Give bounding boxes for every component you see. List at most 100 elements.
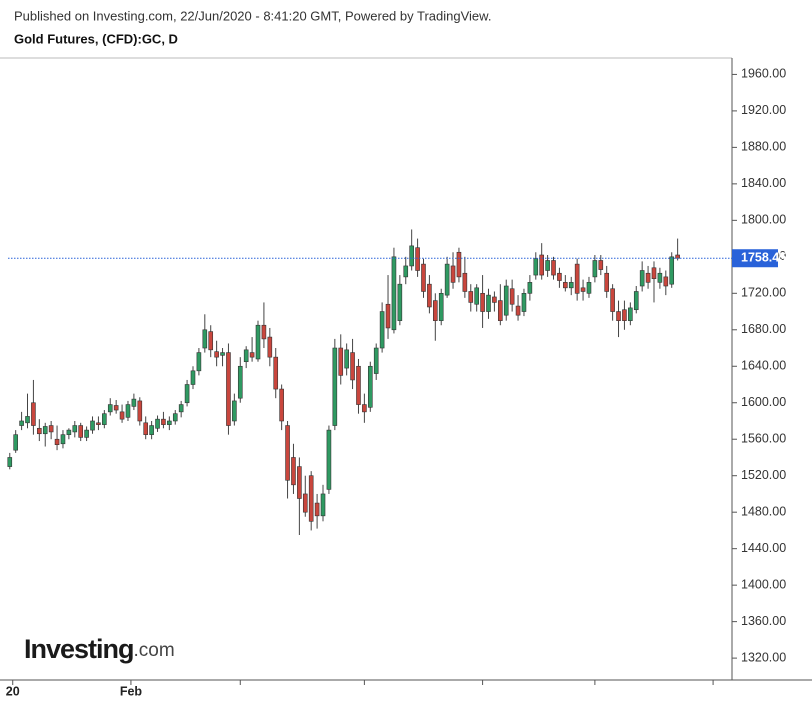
candle-body <box>568 282 574 289</box>
y-tick-label: 1880.00 <box>741 140 786 154</box>
published-note: Published on Investing.com, 22/Jun/2020 … <box>14 8 491 23</box>
candle-body <box>285 425 290 481</box>
candle-body <box>125 404 131 418</box>
candle-body <box>450 265 456 283</box>
candle-body <box>444 263 450 296</box>
y-tick-label: 1360.00 <box>741 614 786 628</box>
symbol-title: Gold Futures, (CFD):GC, D <box>14 31 178 46</box>
candle-body <box>379 311 385 349</box>
last-price-label: 1758.45 <box>741 251 786 265</box>
candle-body <box>143 422 149 435</box>
candle-body <box>515 305 521 316</box>
candle-body <box>521 293 527 312</box>
candle-body <box>155 418 160 429</box>
candle-body <box>261 324 267 340</box>
candle-body <box>580 287 586 292</box>
candle-body <box>598 260 604 270</box>
candle-body <box>249 352 255 358</box>
candle-body <box>421 263 426 292</box>
candle-body <box>84 429 89 438</box>
candle-body <box>533 258 539 276</box>
candle-body <box>574 263 580 294</box>
candle-body <box>586 282 592 294</box>
candle-body <box>616 311 621 321</box>
logo: Investing.com <box>24 634 175 664</box>
candle-body <box>492 296 497 303</box>
candle-body <box>557 272 562 281</box>
y-tick-label: 1480.00 <box>741 504 786 518</box>
y-tick-label: 1600.00 <box>741 395 786 409</box>
candle-body <box>669 256 675 285</box>
candle-body <box>314 502 320 517</box>
candle-body <box>190 370 196 385</box>
y-tick-label: 1400.00 <box>741 577 786 591</box>
y-tick-label: 1920.00 <box>741 103 786 117</box>
candle-body <box>237 365 243 399</box>
candle-body <box>273 356 279 390</box>
y-tick-label: 1640.00 <box>741 359 786 373</box>
candle-body <box>214 351 219 358</box>
candle-body <box>66 429 72 435</box>
candle-body <box>72 425 78 433</box>
candle-body <box>527 282 533 294</box>
candle-body <box>610 288 615 312</box>
candle-body <box>202 329 208 349</box>
candle-body <box>645 272 651 283</box>
candle-body <box>7 457 13 467</box>
candle-body <box>96 422 101 425</box>
candle-body <box>37 427 42 435</box>
candle-body <box>78 425 83 438</box>
candle-body <box>25 416 30 424</box>
y-tick-label: 1440.00 <box>741 541 786 555</box>
candle-body <box>498 300 503 321</box>
candle-body <box>255 324 261 360</box>
candle-body <box>427 283 432 308</box>
candle-body <box>279 388 284 422</box>
candle-body <box>462 272 468 292</box>
candle-body <box>409 245 414 267</box>
candle-body <box>633 291 639 311</box>
candle-body <box>220 352 225 356</box>
candle-body <box>54 438 60 445</box>
candle-body <box>320 493 326 517</box>
candle-body <box>468 291 474 303</box>
candle-body <box>48 425 54 433</box>
candle-body <box>350 352 355 381</box>
last-price-box <box>732 249 778 268</box>
candle-body <box>356 365 361 405</box>
candle-body <box>60 434 66 445</box>
candle-body <box>90 420 95 431</box>
logo-brand: Investing <box>24 634 134 664</box>
candle-body <box>196 352 202 372</box>
candle-body <box>107 404 113 413</box>
candle-body <box>172 413 178 422</box>
y-tick-label: 1720.00 <box>741 286 786 300</box>
candle-body <box>119 411 125 420</box>
y-tick-label: 1800.00 <box>741 213 786 227</box>
candle-body <box>651 267 657 280</box>
candle-body <box>178 404 184 413</box>
candle-body <box>184 384 190 404</box>
candle-body <box>297 466 302 499</box>
candle-body <box>243 349 249 363</box>
candle-body <box>503 285 509 316</box>
candle-body <box>403 265 409 278</box>
candle-body <box>338 347 344 376</box>
candle-body <box>13 434 18 451</box>
candle-body <box>480 293 485 312</box>
candle-body <box>563 282 568 289</box>
candle-body <box>373 347 379 374</box>
candle-body <box>344 349 349 369</box>
candle-body <box>551 260 556 276</box>
candle-body <box>545 260 550 271</box>
candle-body <box>622 309 627 321</box>
candle-body <box>31 402 36 426</box>
candle-body <box>456 251 462 278</box>
x-tick-label: Feb <box>120 684 143 698</box>
candle-body <box>385 303 391 329</box>
candle-body <box>131 398 137 407</box>
candle-body <box>592 260 598 278</box>
candle-body <box>367 365 373 408</box>
